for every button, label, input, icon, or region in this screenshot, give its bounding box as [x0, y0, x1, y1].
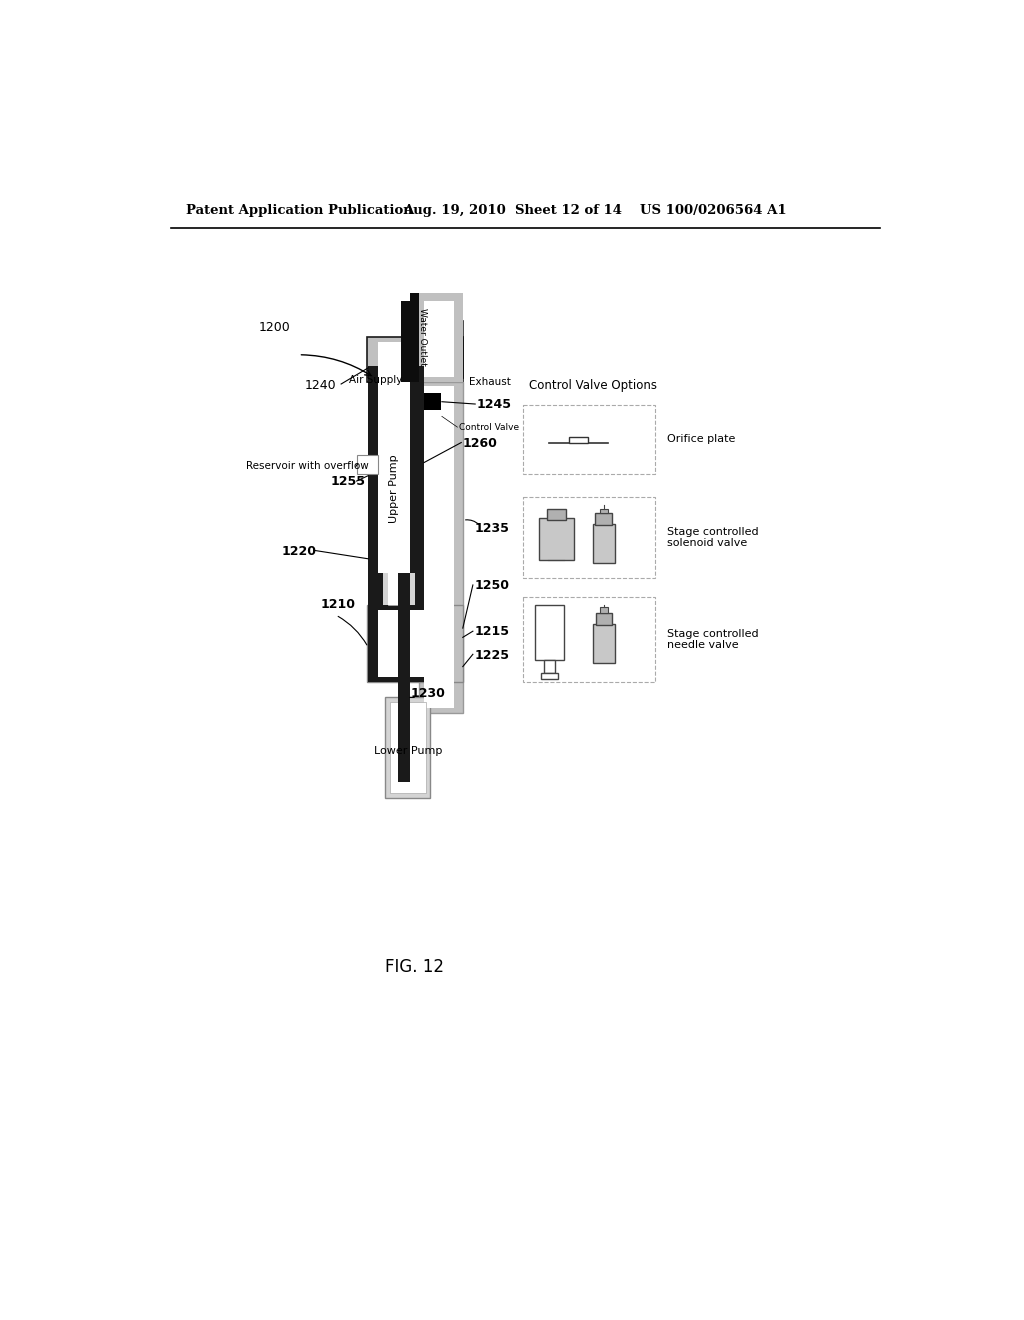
Bar: [398, 573, 410, 682]
Bar: [420, 293, 463, 381]
Bar: [424, 301, 454, 378]
Text: US 100/0206564 A1: US 100/0206564 A1: [640, 205, 786, 218]
Text: 1210: 1210: [321, 598, 355, 611]
Bar: [424, 387, 454, 708]
Bar: [593, 524, 614, 562]
Bar: [600, 607, 607, 614]
Text: 1200: 1200: [258, 321, 290, 334]
Bar: [539, 517, 573, 560]
Bar: [378, 342, 400, 378]
Text: 1220: 1220: [282, 545, 316, 557]
Bar: [541, 673, 558, 678]
Bar: [569, 437, 588, 444]
Bar: [420, 381, 463, 713]
Bar: [595, 512, 612, 525]
Text: Orifice plate: Orifice plate: [667, 434, 735, 445]
Text: Exhaust: Exhaust: [469, 376, 511, 387]
Bar: [369, 367, 424, 682]
Text: Patent Application Publication: Patent Application Publication: [186, 205, 413, 218]
Bar: [600, 508, 607, 513]
Text: FIG. 12: FIG. 12: [385, 958, 444, 975]
Text: Water Outlet: Water Outlet: [418, 308, 427, 366]
Bar: [410, 293, 420, 381]
Bar: [523, 597, 655, 682]
Bar: [367, 337, 463, 381]
Bar: [378, 610, 452, 677]
Bar: [378, 374, 410, 573]
Bar: [596, 612, 611, 626]
Bar: [367, 605, 463, 682]
Text: 1255: 1255: [331, 475, 366, 488]
Text: Control Valve: Control Valve: [459, 424, 519, 433]
Text: 1230: 1230: [411, 686, 445, 700]
Text: 1250: 1250: [474, 579, 509, 593]
Bar: [523, 498, 655, 578]
Bar: [535, 605, 564, 660]
Bar: [544, 660, 555, 673]
Bar: [388, 573, 403, 605]
Text: Control Valve Options: Control Valve Options: [529, 379, 657, 392]
Text: Stage controlled
needle valve: Stage controlled needle valve: [667, 628, 758, 651]
Text: 1245: 1245: [477, 399, 512, 412]
Text: Upper Pump: Upper Pump: [389, 454, 399, 523]
Bar: [398, 605, 410, 682]
Bar: [385, 697, 430, 797]
Text: 1215: 1215: [474, 626, 509, 639]
Bar: [388, 573, 403, 605]
Text: Reservoir with overflow: Reservoir with overflow: [246, 462, 369, 471]
Text: Lower Pump: Lower Pump: [374, 746, 442, 756]
Text: Aug. 19, 2010  Sheet 12 of 14: Aug. 19, 2010 Sheet 12 of 14: [403, 205, 623, 218]
Text: Air Supply: Air Supply: [349, 375, 402, 385]
Bar: [523, 405, 655, 474]
Bar: [378, 610, 452, 677]
Bar: [547, 508, 566, 520]
Bar: [424, 393, 441, 411]
Text: 1240: 1240: [305, 379, 336, 392]
Bar: [593, 624, 614, 663]
Text: 1260: 1260: [463, 437, 498, 450]
Text: 1225: 1225: [474, 648, 509, 661]
Text: Stage controlled
solenoid valve: Stage controlled solenoid valve: [667, 527, 758, 548]
Bar: [383, 573, 415, 605]
Bar: [398, 682, 410, 781]
Text: 1235: 1235: [474, 521, 509, 535]
Bar: [400, 301, 410, 381]
Bar: [357, 455, 378, 474]
Bar: [390, 702, 426, 793]
